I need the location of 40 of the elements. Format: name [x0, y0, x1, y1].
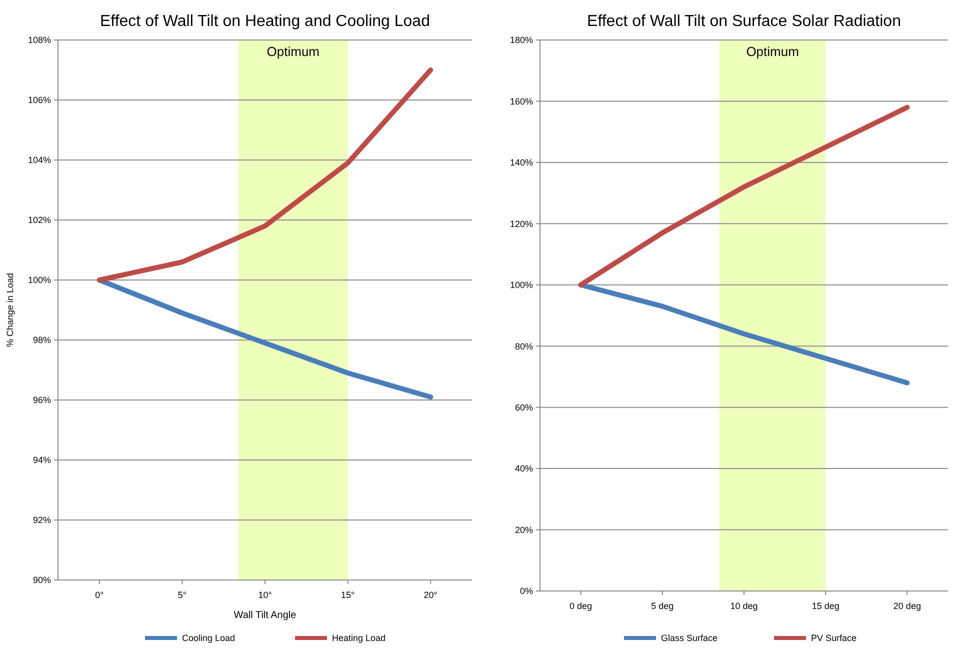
chart-title: Effect of Wall Tilt on Surface Solar Radiation	[587, 13, 901, 30]
y-tick-label: 92%	[32, 515, 51, 526]
y-tick-label: 120%	[510, 218, 533, 229]
legend-label: Glass Surface	[661, 633, 718, 644]
x-tick-label: 20 deg	[893, 601, 921, 611]
y-tick-label: 0%	[520, 586, 533, 596]
legend-label: Cooling Load	[182, 633, 236, 644]
y-tick-label: 100%	[28, 275, 51, 286]
x-tick-label: 0 deg	[570, 601, 592, 611]
y-tick-label: 180%	[510, 35, 533, 46]
x-tick-label: 15°	[340, 590, 355, 600]
x-tick-label: 5 deg	[651, 601, 674, 611]
band-label: Optimum	[746, 44, 799, 59]
x-tick-label: 5°	[178, 590, 187, 600]
chart-title: Effect of Wall Tilt on Heating and Cooling Load	[100, 13, 430, 30]
y-tick-label: 60%	[514, 402, 533, 412]
y-tick-label: 98%	[32, 335, 51, 346]
y-tick-label: 108%	[28, 35, 51, 46]
y-tick-label: 96%	[32, 395, 51, 406]
x-tick-label: 10 deg	[730, 601, 758, 611]
legend-label: Heating Load	[332, 633, 386, 644]
legend-label: PV Surface	[811, 633, 857, 644]
y-tick-label: 40%	[514, 464, 533, 474]
x-tick-label: 0°	[95, 590, 104, 600]
y-tick-label: 160%	[510, 96, 533, 106]
y-tick-label: 106%	[28, 95, 51, 106]
x-axis-title: Wall Tilt Angle	[234, 610, 297, 621]
band-label: Optimum	[266, 44, 320, 59]
y-tick-label: 104%	[28, 155, 51, 166]
x-tick-label: 20°	[424, 590, 438, 600]
y-tick-label: 80%	[514, 341, 533, 352]
x-tick-label: 10°	[258, 590, 272, 600]
y-tick-label: 102%	[28, 215, 51, 226]
y-tick-label: 100%	[510, 280, 533, 290]
y-tick-label: 20%	[514, 524, 533, 535]
y-tick-label: 94%	[32, 455, 51, 466]
y-tick-label: 90%	[32, 575, 51, 586]
y-tick-label: 140%	[510, 158, 533, 168]
x-tick-label: 15 deg	[812, 601, 840, 611]
y-axis-title: % Change in Load	[5, 272, 15, 348]
